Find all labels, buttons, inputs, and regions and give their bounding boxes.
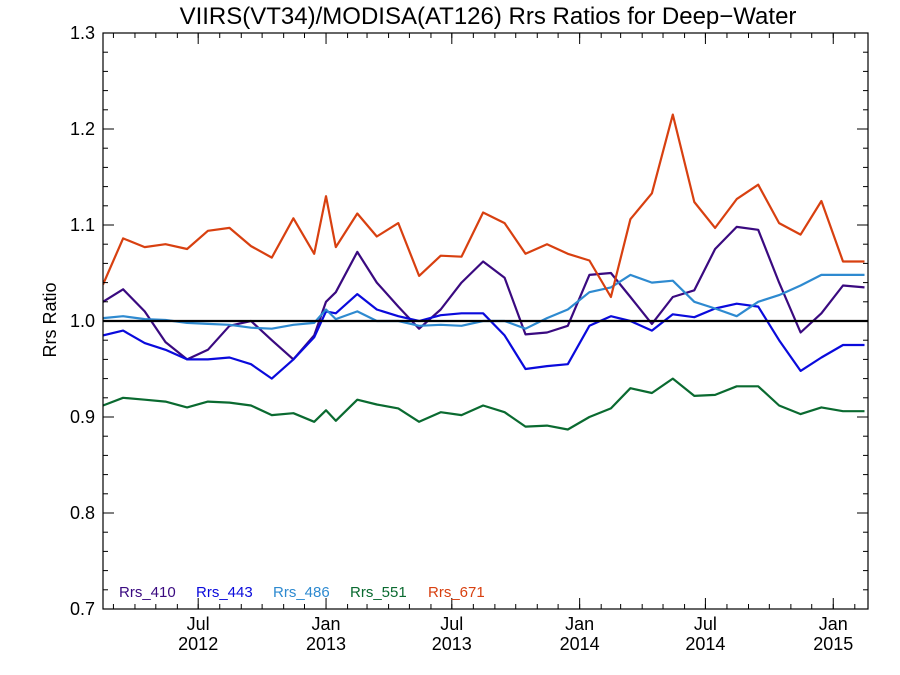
legend-entry-rrs-410: Rrs_410	[119, 584, 176, 601]
legend-entry-rrs-551: Rrs_551	[350, 584, 407, 601]
series-line-rrs-671	[103, 113, 865, 299]
series-line-rrs-551	[103, 377, 865, 431]
x-tick-year-label: 2012	[178, 634, 218, 654]
x-tick-label: Jan	[312, 614, 341, 634]
x-tick-label: Jan	[565, 614, 594, 634]
legend: Rrs_410 Rrs_443 Rrs_486 Rrs_551 Rrs_671	[119, 584, 485, 601]
x-tick-year-label: 2013	[432, 634, 472, 654]
x-tick-year-label: 2014	[685, 634, 725, 654]
y-tick-label: 1.0	[70, 311, 95, 331]
y-tick-label: 1.3	[70, 23, 95, 43]
y-axis-label: Rrs Ratio	[40, 282, 60, 357]
y-tick-label: 0.8	[70, 503, 95, 523]
y-tick-label: 0.7	[70, 599, 95, 619]
x-tick-label: Jan	[819, 614, 848, 634]
y-tick-label: 0.9	[70, 407, 95, 427]
axes-layer: 0.70.80.91.01.11.21.3Jul2012Jan2013Jul20…	[70, 23, 869, 654]
chart-title: VIIRS(VT34)/MODISA(AT126) Rrs Ratios for…	[180, 3, 797, 30]
x-tick-year-label: 2013	[306, 634, 346, 654]
x-tick-label: Jul	[187, 614, 210, 634]
x-tick-label: Jul	[694, 614, 717, 634]
y-tick-label: 1.2	[70, 119, 95, 139]
series-layer	[103, 113, 868, 431]
series-line-rrs-443	[103, 293, 865, 380]
series-line-rrs-410	[103, 225, 865, 361]
x-tick-label: Jul	[440, 614, 463, 634]
legend-entry-rrs-486: Rrs_486	[273, 584, 330, 601]
x-tick-year-label: 2014	[560, 634, 600, 654]
y-tick-label: 1.1	[70, 215, 95, 235]
legend-entry-rrs-443: Rrs_443	[196, 584, 253, 601]
legend-entry-rrs-671: Rrs_671	[428, 584, 485, 601]
x-tick-year-label: 2015	[813, 634, 853, 654]
series-line-rrs-486	[103, 273, 865, 330]
